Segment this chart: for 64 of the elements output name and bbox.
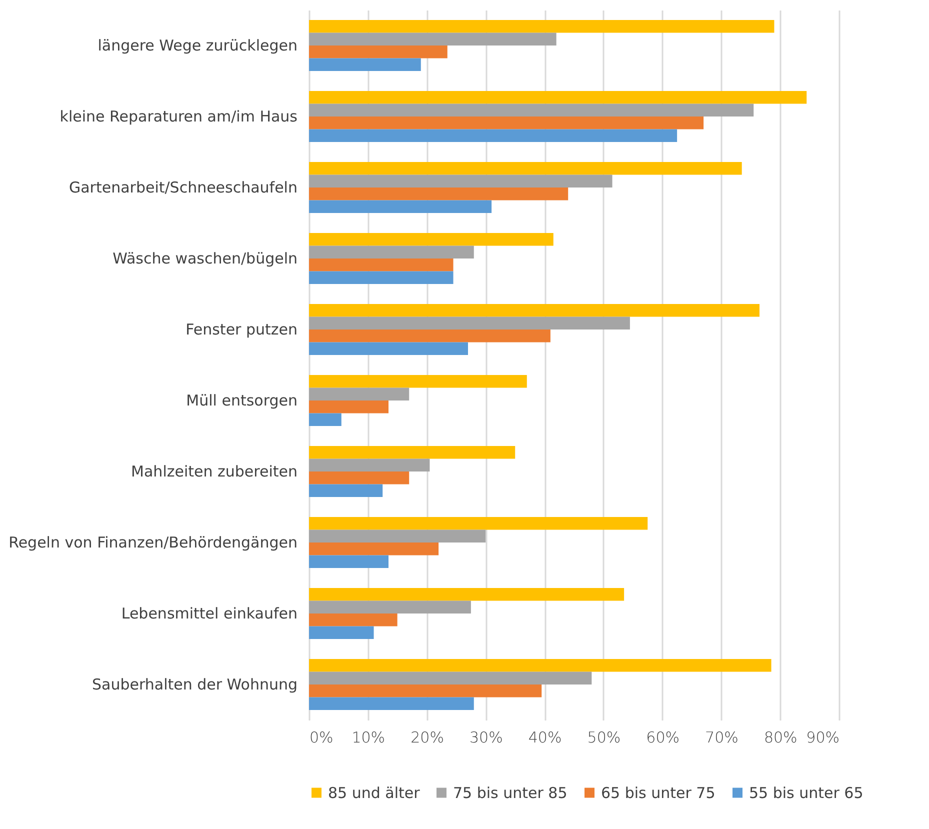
bar bbox=[309, 200, 492, 214]
bar bbox=[309, 626, 374, 640]
bar bbox=[309, 484, 383, 498]
bar bbox=[309, 388, 410, 400]
bar bbox=[309, 555, 388, 568]
bar bbox=[309, 20, 774, 33]
bar bbox=[309, 684, 542, 698]
bar bbox=[309, 316, 630, 330]
bar bbox=[309, 258, 454, 272]
bar bbox=[309, 246, 474, 258]
y-tick-label: Sauberhalten der Wohnung bbox=[92, 676, 298, 694]
x-tick-label: 70% bbox=[705, 728, 738, 746]
bar bbox=[309, 174, 612, 188]
legend-label: 85 und älter bbox=[328, 784, 421, 802]
x-tick-label: 30% bbox=[469, 728, 503, 746]
bar bbox=[309, 58, 421, 72]
bar bbox=[309, 413, 342, 426]
bar bbox=[309, 400, 388, 414]
y-tick-label: längere Wege zurücklegen bbox=[98, 36, 298, 54]
legend-label: 75 bis unter 85 bbox=[453, 784, 568, 802]
bar bbox=[309, 232, 554, 246]
x-tick-label: 90% bbox=[806, 728, 840, 746]
bar bbox=[309, 530, 486, 542]
bar bbox=[309, 472, 410, 484]
y-tick-label: Gartenarbeit/Schneeschaufeln bbox=[68, 178, 298, 196]
y-tick-label: Regeln von Finanzen/Behördengängen bbox=[8, 534, 298, 552]
bar bbox=[309, 458, 430, 472]
bar bbox=[309, 32, 556, 46]
bar bbox=[309, 342, 468, 356]
legend-label: 65 bis unter 75 bbox=[601, 784, 716, 802]
y-tick-label: Fenster putzen bbox=[186, 320, 298, 338]
x-tick-label: 20% bbox=[410, 728, 444, 746]
bar bbox=[309, 672, 592, 684]
legend-label: 55 bis unter 65 bbox=[749, 784, 864, 802]
bar bbox=[309, 542, 439, 556]
x-tick-label: 10% bbox=[352, 728, 386, 746]
x-tick-label: 80% bbox=[764, 728, 798, 746]
bar bbox=[309, 104, 754, 116]
bar bbox=[309, 188, 568, 200]
bar bbox=[309, 588, 624, 601]
bar bbox=[309, 162, 742, 175]
bar bbox=[309, 330, 550, 342]
x-tick-label: 40% bbox=[528, 728, 562, 746]
bar bbox=[309, 271, 454, 284]
bar bbox=[309, 90, 807, 104]
bar bbox=[309, 304, 760, 317]
y-tick-label: Wäsche waschen/bügeln bbox=[112, 250, 298, 268]
y-tick-label: Mahlzeiten zubereiten bbox=[131, 462, 298, 480]
x-tick-label: 0% bbox=[310, 728, 334, 746]
bar bbox=[309, 46, 448, 58]
bar bbox=[309, 600, 471, 614]
bar bbox=[309, 614, 398, 626]
bar bbox=[309, 129, 678, 142]
bar bbox=[309, 446, 516, 459]
bar bbox=[309, 516, 648, 530]
y-tick-label: kleine Reparaturen am/im Haus bbox=[60, 108, 298, 126]
bar bbox=[309, 374, 527, 388]
x-tick-label: 50% bbox=[587, 728, 621, 746]
y-tick-label: Lebensmittel einkaufen bbox=[121, 604, 298, 622]
bar bbox=[309, 116, 704, 130]
y-tick-label: Müll entsorgen bbox=[186, 392, 298, 410]
x-tick-label: 60% bbox=[646, 728, 680, 746]
bar bbox=[309, 658, 772, 672]
bar bbox=[309, 697, 474, 710]
